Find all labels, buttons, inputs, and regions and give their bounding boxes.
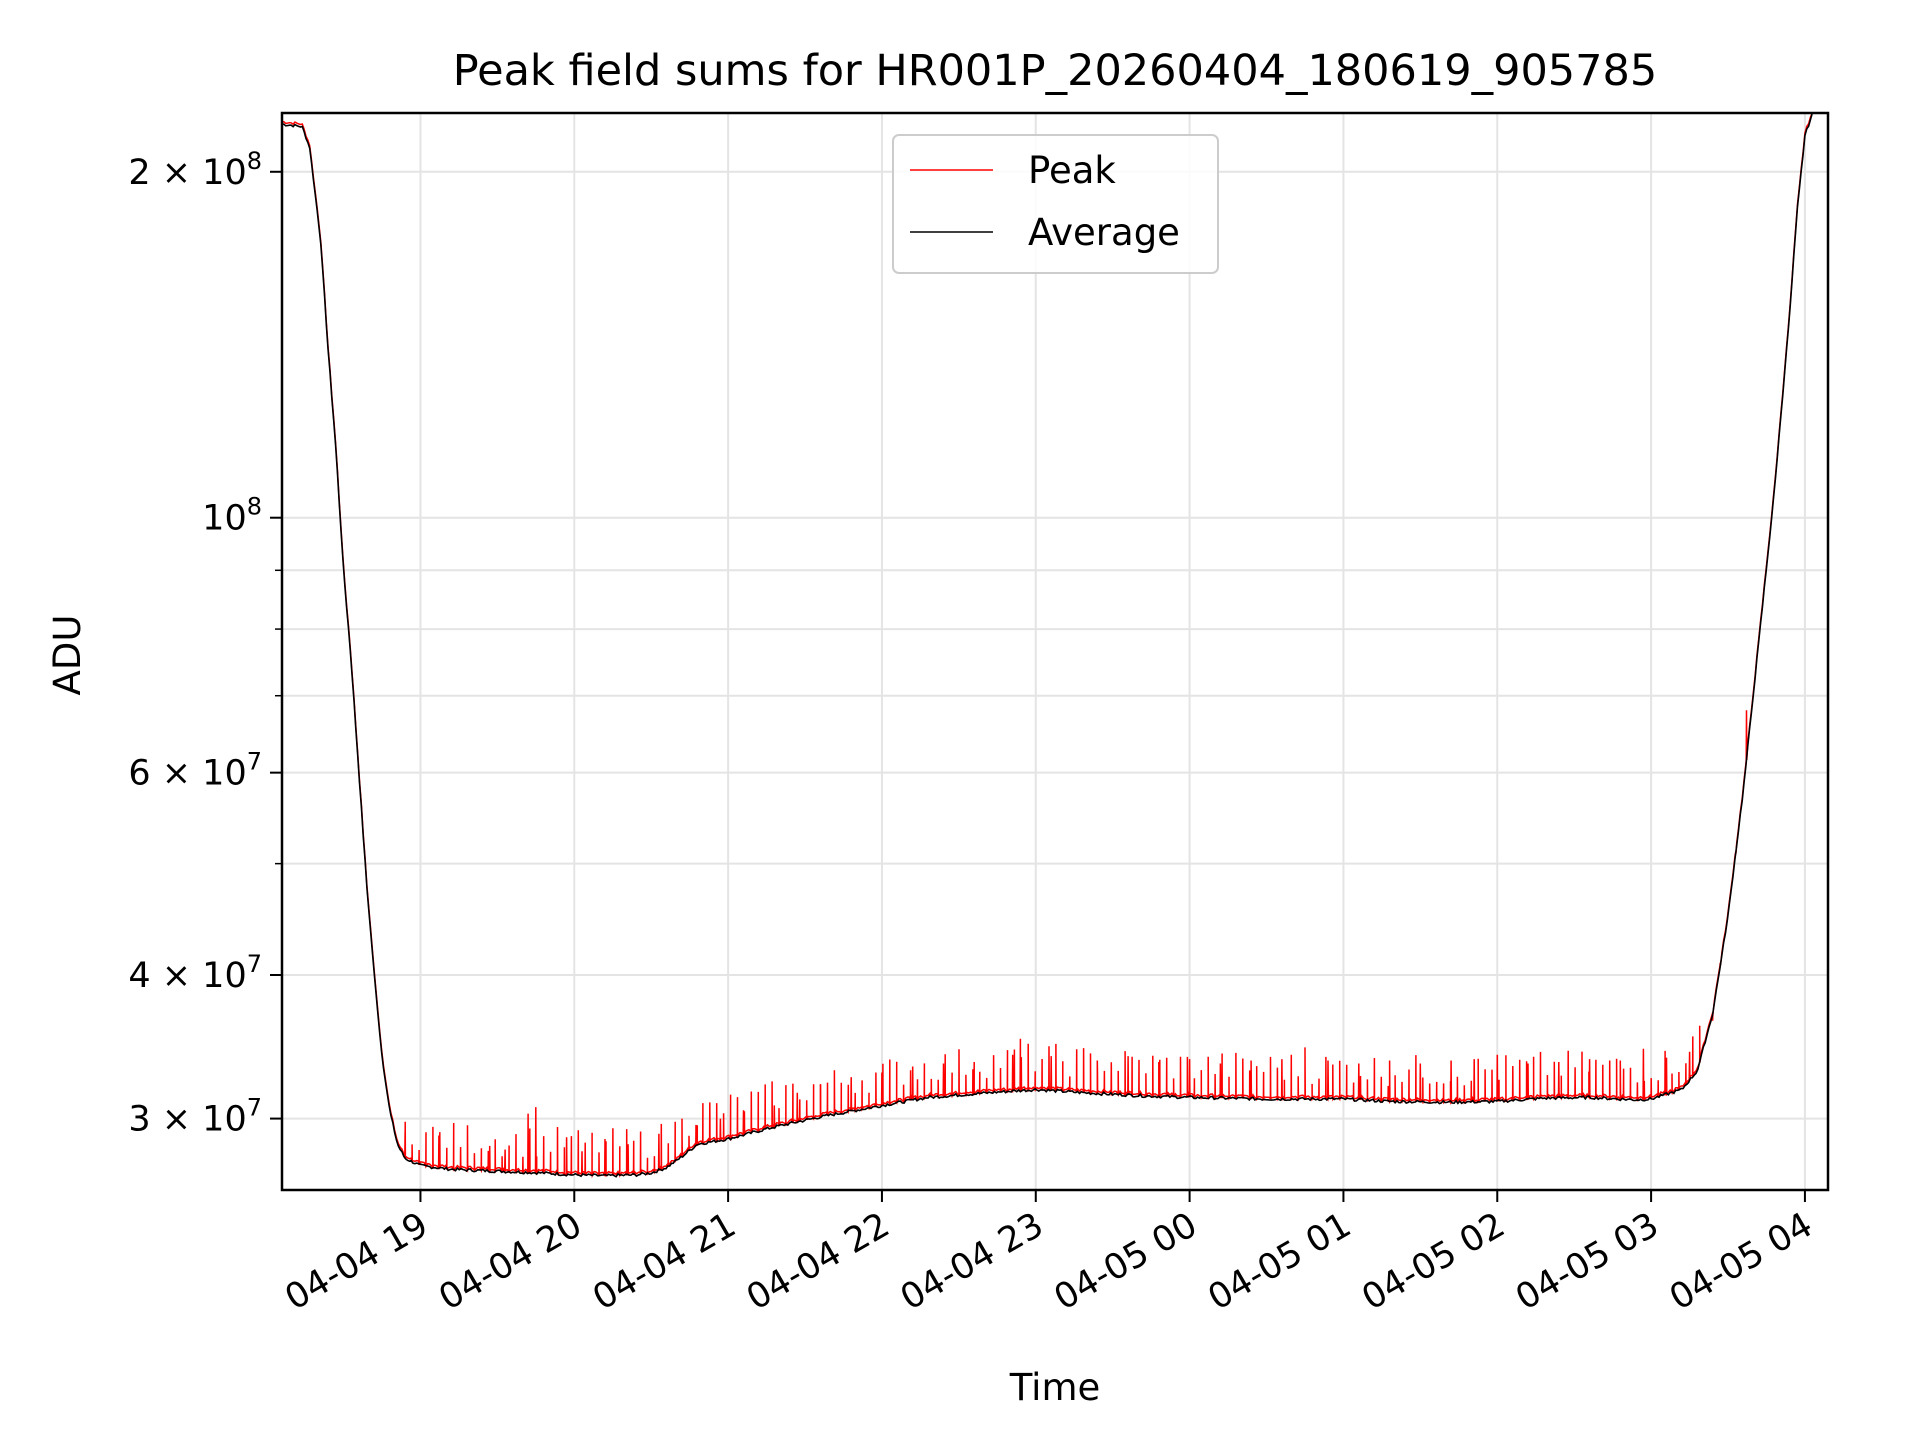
y-tick-label: 108 [202,493,262,539]
legend: Peak Average [892,134,1219,274]
y-tick-label: 4 × 107 [128,950,262,996]
chart-title: Peak field sums for HR001P_20260404_1806… [453,46,1658,96]
x-axis-label: Time [1009,1366,1101,1409]
x-tick-label: 04-04 19 [279,1205,435,1318]
legend-peak-label: Peak [1028,149,1116,192]
x-tick-label: 04-05 02 [1355,1205,1511,1318]
x-tick-label: 04-04 21 [586,1205,742,1318]
x-tick-label: 04-05 00 [1048,1205,1204,1318]
x-tick-label: 04-04 22 [740,1205,896,1318]
grid-layer [282,113,1828,1190]
x-tick-label: 04-04 23 [894,1205,1050,1318]
y-tick-label: 3 × 107 [128,1094,262,1140]
series-average-line [282,113,1814,1178]
x-tick-label: 04-05 03 [1509,1205,1665,1318]
y-tick-label: 2 × 108 [128,147,262,193]
series-peak-line [282,113,1813,1179]
x-tick-label: 04-05 01 [1202,1205,1358,1318]
data-layer [282,113,1814,1179]
plot-frame [280,111,1830,1192]
y-tick-label: 6 × 107 [128,748,262,794]
y-axis-label: ADU [46,615,89,696]
legend-average-label: Average [1028,211,1180,254]
x-tick-label: 04-04 20 [432,1205,588,1318]
x-tick-label: 04-05 04 [1663,1205,1819,1318]
